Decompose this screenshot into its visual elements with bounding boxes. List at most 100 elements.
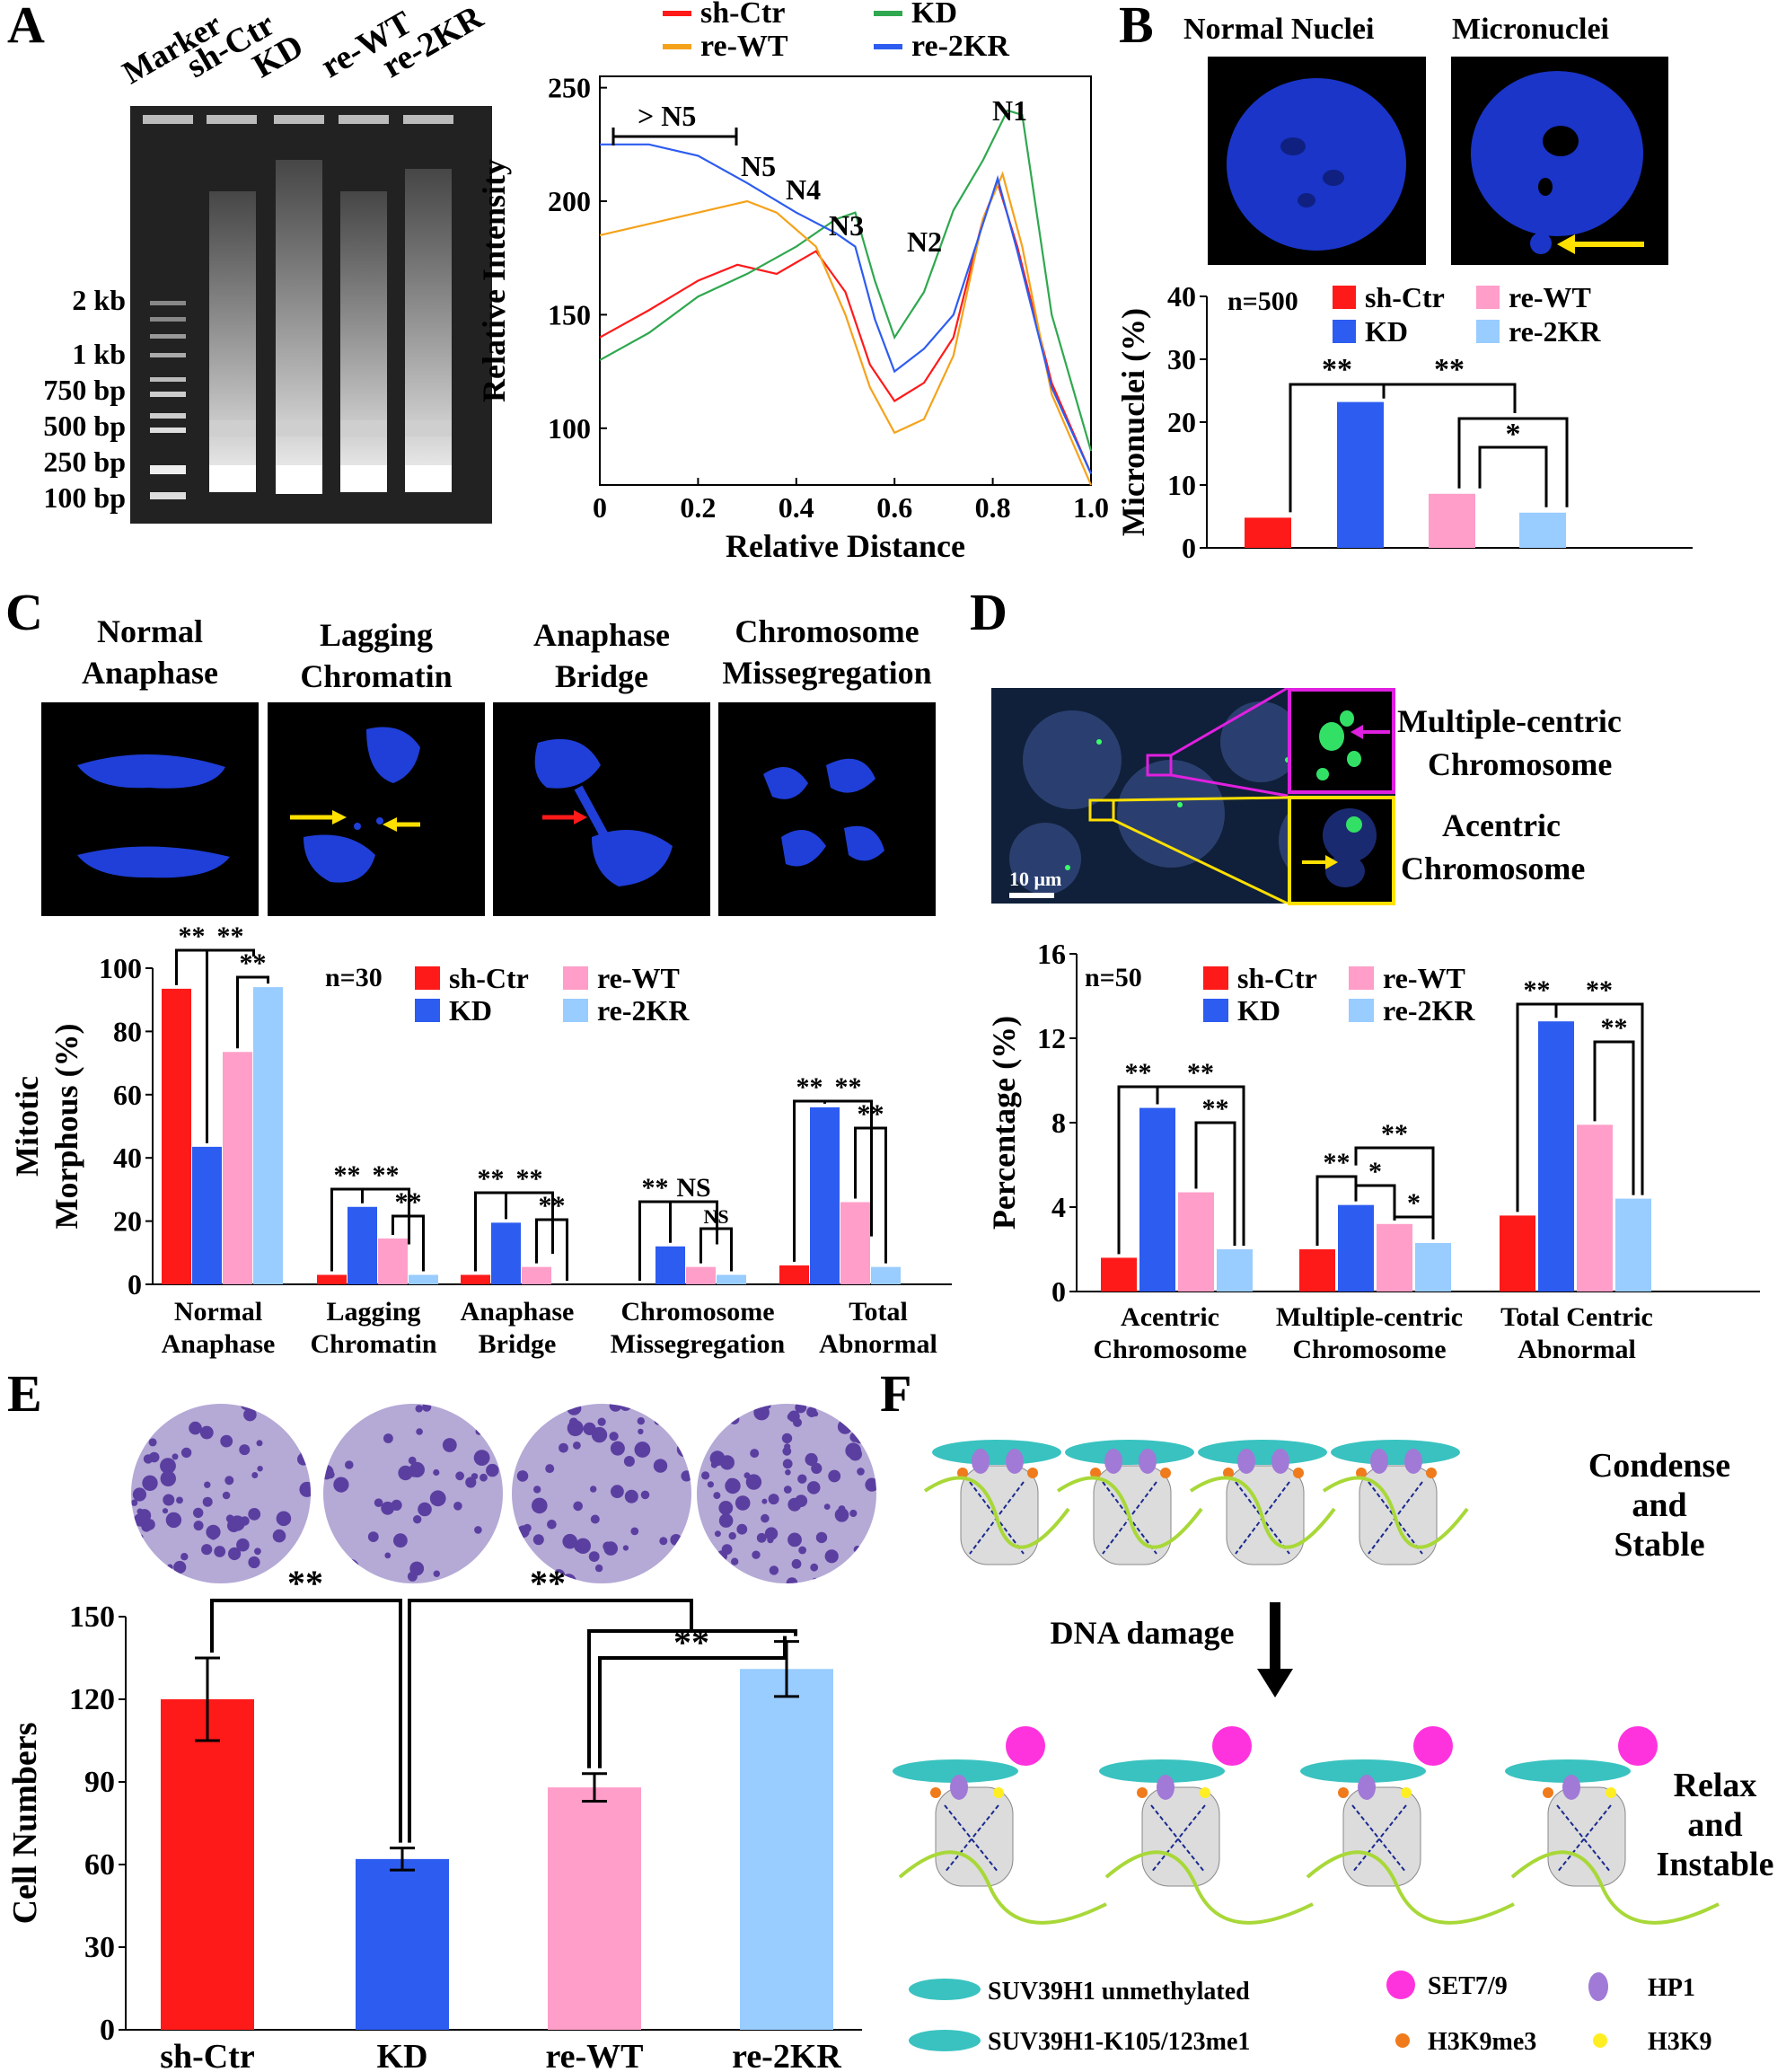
x-category-label: Normal <box>174 1297 262 1327</box>
h3k9-icon <box>1200 1787 1210 1798</box>
mitotic-image-title: Anaphase <box>532 617 671 653</box>
bar-KD <box>491 1222 521 1284</box>
state-label-bottom: Instable <box>1657 1846 1774 1883</box>
legend-swatch <box>1476 320 1500 343</box>
significance-bracket <box>638 1200 672 1281</box>
legend-label: KD <box>911 0 957 30</box>
significance-label: ** <box>287 1563 323 1603</box>
bar-re-2KR <box>1415 1242 1451 1292</box>
legend-label: re-2KR <box>911 30 1009 63</box>
significance-label: ** <box>1322 353 1352 386</box>
bar-re-2KR <box>1615 1198 1651 1292</box>
bar-re-2KR <box>1217 1249 1253 1292</box>
x-tick-label: 0.6 <box>876 491 912 524</box>
x-category-label: KD <box>377 2038 428 2072</box>
x-category-label: Multiple-centric <box>1276 1302 1463 1332</box>
hp1-icon <box>1404 1449 1422 1474</box>
y-tick-label: 4 <box>1051 1191 1066 1223</box>
significance-bracket <box>408 1599 693 1843</box>
bar-re-WT <box>223 1052 252 1284</box>
significance-label: ** <box>334 1160 361 1190</box>
y-tick-label: 10 <box>1167 469 1196 501</box>
legend-suv39h1-k105-123me1-icon <box>909 2030 981 2051</box>
y-tick-label: 30 <box>1167 343 1196 375</box>
h3k9-icon <box>993 1787 1004 1798</box>
normal-anaphase-image <box>41 702 259 916</box>
x-axis-title: Relative Distance <box>726 528 965 564</box>
y-axis-title: Mitotic <box>9 1076 45 1177</box>
bar-re-2KR <box>1519 512 1566 548</box>
significance-bracket <box>1516 1002 1558 1212</box>
state-label-top: and <box>1632 1486 1686 1524</box>
legend-label: re-WT <box>700 30 788 63</box>
x-tick-label: 0.4 <box>779 491 814 524</box>
arrowhead-icon <box>1257 1669 1293 1697</box>
bar-re-WT <box>686 1266 716 1284</box>
colony-dish-sh-Ctr <box>131 1404 311 1583</box>
line-series-re-WT <box>599 171 1093 486</box>
bar-KD <box>1139 1107 1175 1292</box>
dna-strand <box>898 1850 1107 1925</box>
hp1-icon <box>1358 1775 1376 1800</box>
gel-size-label: 750 bp <box>43 374 126 406</box>
y-tick-label: 30 <box>84 1931 115 1964</box>
mitotic-image-title: Missegregation <box>722 655 932 691</box>
bar-sh-Ctr <box>162 988 191 1284</box>
state-label-bottom: and <box>1687 1806 1742 1844</box>
significance-label: ** <box>179 921 206 951</box>
bar-sh-Ctr <box>317 1274 347 1284</box>
gel-size-label: 250 bp <box>43 445 126 478</box>
peak-label: N5 <box>741 150 776 182</box>
significance-label: ** <box>1381 1119 1408 1149</box>
bar-KD <box>348 1206 377 1284</box>
y-axis-title: Micronuclei (%) <box>1115 308 1151 536</box>
legend-label: sh-Ctr <box>700 0 785 30</box>
normal-nuclei-title: Normal Nuclei <box>1183 13 1375 46</box>
micronuclei-title: Micronuclei <box>1452 13 1609 46</box>
y-tick-label: 250 <box>548 72 591 104</box>
legend-label: sh-Ctr <box>449 962 529 994</box>
panel-label-b: B <box>1119 0 1154 54</box>
legend-swatch <box>563 966 588 990</box>
y-tick-label: 16 <box>1037 938 1066 970</box>
y-axis-title: Cell Numbers <box>6 1723 44 1925</box>
bar-re-2KR <box>717 1274 746 1284</box>
bar-KD <box>1337 401 1384 548</box>
acentric-inset <box>1288 796 1395 905</box>
suv39h1-k105-123me1-icon <box>1505 1759 1631 1783</box>
significance-label: ** <box>1324 1148 1350 1177</box>
mitotic-image-title: Anaphase <box>81 655 219 691</box>
legend-label: re-WT <box>597 962 680 994</box>
significance-bracket <box>1315 1175 1358 1246</box>
significance-bracket <box>587 1629 797 1768</box>
significance-bracket <box>207 948 255 957</box>
gel-size-label: 100 bp <box>43 481 126 514</box>
h3k9me3-icon <box>1090 1468 1101 1478</box>
significance-bracket <box>1593 1040 1635 1195</box>
mitotic-image-title: Lagging <box>319 617 434 653</box>
bar-sh-Ctr <box>161 1699 254 2030</box>
x-category-label: Chromosome <box>1093 1335 1246 1364</box>
hp1-icon <box>1157 1775 1175 1800</box>
panel-label-c: C <box>5 583 43 641</box>
significance-label: ** <box>539 1191 566 1221</box>
bar-KD <box>1338 1204 1374 1292</box>
h3k9me3-icon <box>1293 1468 1304 1478</box>
significance-bracket <box>210 1599 402 1843</box>
significance-label: * <box>1407 1188 1421 1218</box>
y-axis-title: Relative Intensity <box>476 159 512 402</box>
lagging-chromatin-image <box>268 702 485 916</box>
peak-label: N1 <box>992 94 1027 127</box>
significance-label: NS <box>703 1205 728 1228</box>
significance-bracket <box>824 1099 873 1237</box>
significance-bracket <box>506 1191 554 1254</box>
x-tick-label: 1.0 <box>1073 491 1109 524</box>
x-category-label: Acentric <box>1121 1302 1219 1332</box>
bar-re-WT <box>1429 493 1475 548</box>
dna-strand <box>1056 1476 1203 1549</box>
x-category-label: Chromatin <box>310 1329 436 1359</box>
line-series-re-2KR <box>600 143 1093 474</box>
legend-label: re-WT <box>1509 281 1591 313</box>
bar-re-2KR <box>409 1274 438 1284</box>
